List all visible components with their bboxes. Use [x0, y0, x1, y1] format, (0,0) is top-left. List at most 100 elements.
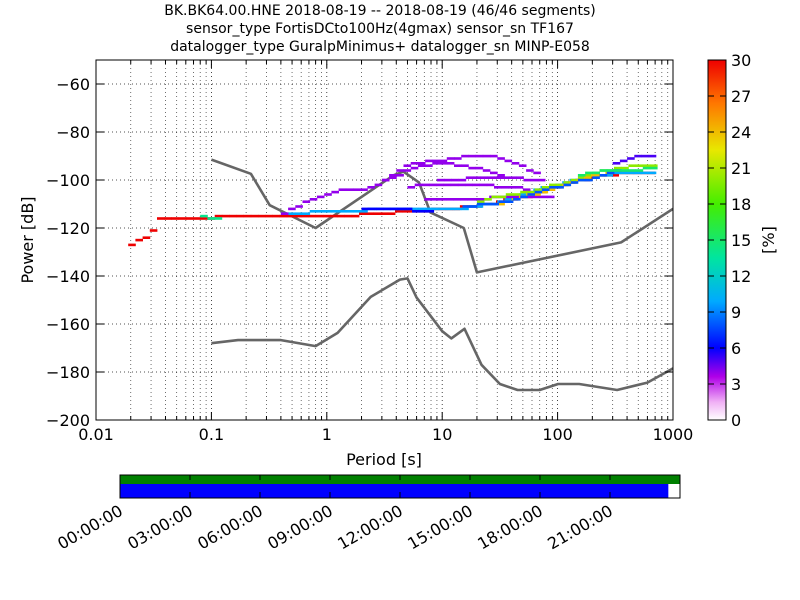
psd-cell — [302, 212, 311, 215]
psd-cell — [443, 183, 452, 187]
colorbar-tick-label: 15 — [731, 231, 751, 250]
colorbar-tick-label: 27 — [731, 87, 751, 106]
psd-cell — [444, 178, 452, 182]
psd-cell — [389, 174, 397, 177]
psd-cell — [490, 154, 498, 158]
psd-cell — [315, 214, 324, 218]
psd-cell — [345, 188, 354, 191]
psd-cell — [436, 178, 445, 182]
psd-cell — [611, 174, 619, 177]
psd-cell — [501, 186, 509, 189]
psd-cell — [634, 154, 642, 158]
psd-cell — [503, 195, 512, 199]
psd-cell — [583, 176, 592, 179]
psd-cell — [621, 166, 629, 170]
psd-cell — [454, 157, 462, 160]
psd-cell — [421, 183, 430, 187]
psd-cell — [520, 190, 528, 194]
colorbar-tick-label: 9 — [731, 303, 741, 322]
psd-cell — [229, 214, 237, 218]
psd-cell — [338, 188, 347, 191]
psd-cell — [279, 214, 288, 218]
psd-cell — [185, 217, 194, 220]
psd-cell — [592, 176, 600, 179]
psd-cell — [236, 214, 244, 218]
psd-cell — [556, 183, 564, 187]
psd-cell — [641, 171, 650, 175]
plot-frame — [95, 59, 674, 421]
psd-cell — [439, 207, 448, 211]
psd-band — [200, 214, 223, 220]
colorbar-tick-label: 6 — [731, 339, 741, 358]
psd-cell — [476, 200, 485, 203]
colorbar-label: [%] — [759, 226, 778, 254]
timeline-tick-label: 12:00:00 — [334, 501, 406, 553]
psd-cell — [533, 171, 541, 175]
coverage-bar — [120, 484, 669, 498]
x-tick-label: 0.01 — [78, 425, 114, 444]
psd-cell — [403, 169, 412, 172]
psd-cell — [280, 212, 289, 215]
psd-cell — [494, 176, 503, 179]
psd-cell — [599, 174, 608, 177]
psd-cell — [410, 162, 419, 165]
psd-cell — [453, 198, 461, 201]
psd-cell — [258, 214, 266, 218]
psd-cell — [515, 186, 524, 189]
psd-cell — [468, 154, 476, 158]
x-tick-label: 1000 — [653, 425, 694, 444]
psd-cell — [351, 214, 360, 218]
psd-cell — [450, 183, 459, 187]
psd-cell — [157, 217, 165, 220]
psd-cell — [563, 183, 572, 187]
psd-cell — [397, 207, 406, 211]
y-tick-label: −60 — [56, 75, 90, 94]
psd-cell — [461, 207, 469, 211]
noise-model-curve — [211, 277, 673, 392]
psd-cell — [473, 176, 481, 179]
psd-cell — [614, 169, 622, 172]
psd-cell — [164, 217, 172, 220]
x-axis: 0.01 0.1 1 10 100 1000 — [78, 60, 693, 444]
psd-cell — [482, 154, 491, 158]
psd-cell — [577, 176, 586, 179]
psd-cell — [525, 195, 533, 199]
psd-cell — [200, 217, 208, 220]
psd-cell — [309, 210, 318, 213]
psd-band — [280, 154, 541, 215]
psd-cell — [612, 171, 621, 175]
psd-cell — [612, 162, 621, 165]
psd-cell — [468, 166, 476, 170]
psd-cell — [462, 205, 471, 208]
psd-cell — [374, 183, 383, 187]
psd-cell — [431, 198, 440, 201]
psd-cell — [482, 169, 491, 172]
psd-cell — [518, 164, 527, 167]
psd-cell — [288, 212, 296, 215]
psd-cell — [135, 238, 143, 242]
timeline-tick-label: 00:00:00 — [54, 501, 126, 553]
psd-cell — [389, 176, 397, 179]
psd-cell — [414, 183, 423, 187]
psd-cell — [508, 186, 516, 189]
psd-cell — [619, 171, 628, 175]
psd-cell — [563, 181, 572, 184]
psd-cell — [472, 183, 480, 187]
psd-cell — [650, 164, 658, 167]
psd-cell — [520, 195, 528, 199]
psd-cell — [446, 207, 455, 211]
psd-cell — [619, 159, 628, 163]
psd-cell — [504, 198, 513, 201]
psd-cell — [490, 171, 498, 175]
psd-cell — [200, 214, 208, 218]
x-axis-label: Period [s] — [346, 450, 422, 469]
noise-models — [210, 158, 673, 392]
psd-cell — [606, 169, 615, 172]
psd-cell — [360, 188, 368, 191]
psd-cell — [530, 178, 539, 182]
psd-cell — [446, 157, 455, 160]
psd-cell — [505, 193, 514, 196]
psd-cell — [417, 164, 426, 167]
psd-cell — [250, 214, 259, 218]
